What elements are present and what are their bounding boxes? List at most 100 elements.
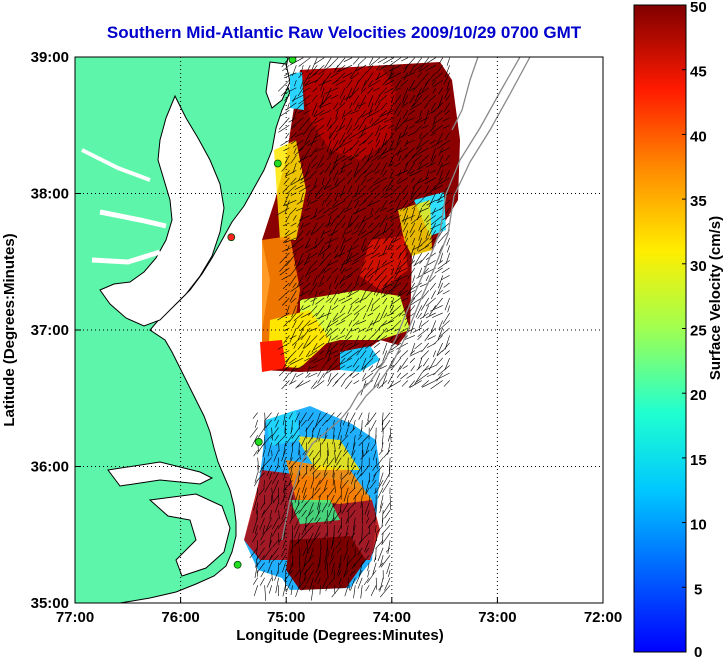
velocity-vector [354, 200, 360, 209]
velocity-vector [393, 207, 402, 213]
velocity-vector [256, 562, 265, 574]
velocity-vector [269, 510, 272, 520]
velocity-vector [281, 547, 286, 557]
velocity-vector [329, 350, 339, 355]
velocity-vector [322, 457, 328, 466]
velocity-vector [327, 442, 329, 457]
velocity-vector [302, 117, 311, 127]
velocity-vector [346, 80, 353, 89]
velocity-vector [335, 320, 346, 326]
velocity-vector [383, 57, 395, 65]
velocity-vector [310, 125, 318, 132]
velocity-vector [393, 185, 402, 192]
velocity-vector [372, 312, 381, 326]
velocity-vector [339, 260, 346, 272]
velocity-vector [310, 65, 318, 75]
velocity-vector [406, 282, 416, 296]
velocity-vector [374, 102, 381, 111]
velocity-vector [388, 380, 395, 389]
velocity-vector [262, 457, 265, 472]
velocity-vector [411, 237, 416, 246]
velocity-vector [389, 215, 402, 221]
velocity-vector [345, 230, 353, 235]
velocity-vector [374, 95, 381, 106]
velocity-vector [438, 87, 443, 95]
velocity-vector [347, 350, 360, 361]
velocity-vector [424, 177, 436, 184]
velocity-vector [402, 110, 409, 119]
velocity-vector [404, 320, 409, 327]
velocity-vector [404, 57, 416, 70]
velocity-vector [304, 357, 311, 362]
velocity-vector [332, 312, 339, 321]
velocity-vector [401, 155, 409, 161]
velocity-vector [421, 365, 429, 374]
velocity-vector [412, 80, 423, 92]
velocity-vector [333, 427, 335, 439]
velocity-vector [333, 245, 339, 254]
velocity-vector [303, 297, 311, 303]
velocity-vector [418, 162, 423, 170]
velocity-vector [430, 147, 437, 162]
velocity-vector [278, 442, 280, 452]
velocity-vector [444, 350, 450, 355]
albemarle-sound [107, 461, 214, 487]
radar-station-marker [288, 57, 297, 64]
velocity-vector [281, 380, 290, 390]
velocity-vector [444, 335, 450, 350]
velocity-vector [409, 380, 422, 388]
velocity-vector [299, 562, 301, 578]
velocity-vector [290, 282, 304, 292]
velocity-vector [347, 177, 353, 185]
velocity-vector [282, 200, 297, 207]
velocity-vector [380, 555, 391, 568]
velocity-vector [350, 147, 360, 161]
velocity-vector [334, 275, 339, 284]
velocity-vector [429, 170, 436, 174]
velocity-vector [264, 585, 267, 601]
velocity-vector [402, 365, 409, 369]
velocity-vector [377, 457, 384, 466]
velocity-vector [296, 297, 304, 304]
velocity-vector [339, 192, 346, 196]
velocity-vector [386, 312, 395, 317]
velocity-vector [437, 237, 443, 244]
velocity-vector [441, 162, 450, 167]
velocity-vector [306, 570, 314, 584]
velocity-vector [282, 465, 286, 475]
velocity-vector [324, 222, 332, 227]
velocity-vector [418, 207, 429, 213]
velocity-vector [311, 102, 318, 116]
velocity-vector [324, 427, 328, 441]
velocity-vector [368, 80, 374, 86]
contour-line [281, 57, 521, 541]
velocity-vector [306, 275, 311, 282]
velocity-vector [350, 457, 356, 468]
velocity-vector [326, 320, 339, 328]
velocity-vector [367, 79, 381, 88]
velocity-vector [305, 419, 314, 432]
velocity-vector [394, 87, 402, 91]
velocity-vector [359, 282, 367, 288]
velocity-vector [404, 335, 415, 340]
velocity-vector [396, 245, 402, 250]
velocity-vector [332, 200, 339, 207]
velocity-vector [304, 162, 311, 178]
velocity-vector [419, 252, 429, 265]
velocity-vector [416, 177, 429, 184]
velocity-vector [390, 305, 402, 315]
velocity-vector [382, 185, 388, 192]
velocity-vector [353, 487, 363, 500]
velocity-vector [381, 510, 384, 524]
velocity-vector [277, 342, 290, 350]
velocity-vector [348, 320, 353, 327]
velocity-vector [312, 275, 318, 286]
velocity-vector [298, 442, 300, 456]
velocity-vector [300, 222, 304, 230]
velocity-vector [331, 585, 342, 598]
velocity-vector [305, 517, 314, 529]
velocity-vector [408, 380, 416, 388]
velocity-vector [318, 79, 332, 86]
velocity-vector [264, 412, 266, 429]
velocity-vector [359, 185, 367, 193]
